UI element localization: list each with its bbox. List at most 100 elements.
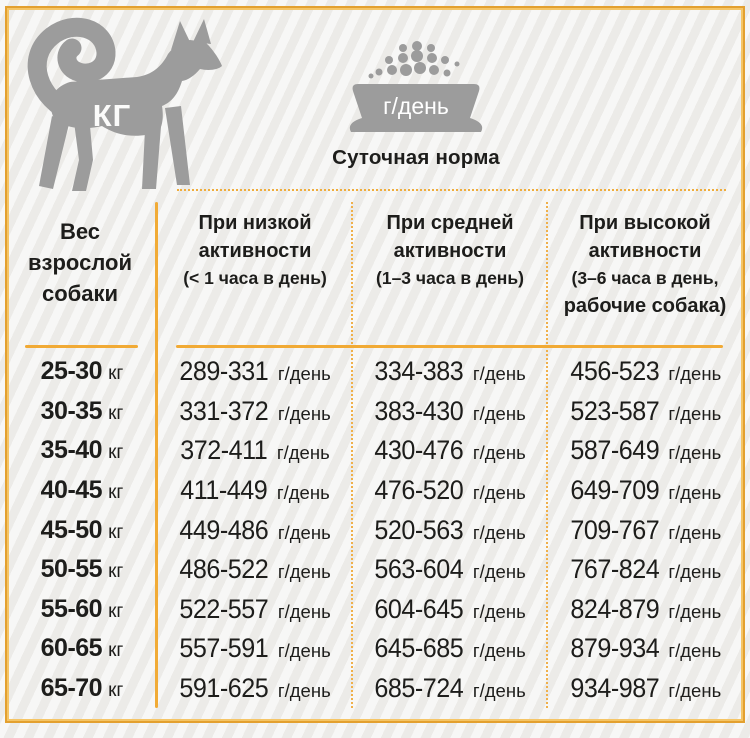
- grams-range: 411-449: [180, 474, 269, 505]
- header-line: (< 1 часа в день): [183, 268, 327, 288]
- grams-range: 645-685: [374, 633, 464, 664]
- grams-range: 372-411: [180, 435, 269, 466]
- weight-unit: кг: [108, 600, 124, 622]
- grams-unit: г/день: [277, 600, 331, 622]
- low-activity-cell: 411-449 г/день: [156, 475, 351, 506]
- header-line: взрослой: [28, 250, 132, 275]
- weight-cell: 55-60 кг: [8, 595, 156, 624]
- medium-activity-header: При средней активности (1–3 часа в день): [356, 210, 544, 293]
- table-row: 45-50 кг 449-486 г/день 520-563 г/день 709-767…: [8, 510, 742, 550]
- medium-activity-cell: 563-604 г/день: [351, 554, 546, 585]
- grams-range: 879-934: [570, 633, 660, 664]
- grams-range: 449-486: [179, 514, 269, 545]
- weight-range: 35-40: [40, 436, 103, 465]
- high-activity-cell: 523-587 г/день: [546, 396, 742, 427]
- weight-unit: кг: [108, 640, 124, 662]
- table-row: 40-45 кг 411-449 г/день 476-520 г/день 649-709…: [8, 471, 742, 511]
- high-activity-cell: 767-824 г/день: [546, 554, 742, 585]
- grams-range: 523-587: [570, 395, 660, 426]
- grams-unit: г/день: [277, 402, 331, 424]
- grams-unit: г/день: [668, 679, 722, 701]
- medium-activity-cell: 383-430 г/день: [351, 396, 546, 427]
- medium-activity-cell: 334-383 г/день: [351, 356, 546, 387]
- table-row: 65-70 кг 591-625 г/день 685-724 г/день 934-987…: [8, 669, 742, 709]
- weight-range: 40-45: [40, 475, 103, 504]
- header-line: (3–6 часа в день,: [571, 268, 719, 288]
- weight-cell: 45-50 кг: [8, 516, 156, 545]
- header-line: активности: [588, 239, 702, 262]
- grams-unit: г/день: [668, 481, 722, 503]
- grams-unit: г/день: [668, 561, 722, 583]
- weight-cell: 60-65 кг: [8, 634, 156, 663]
- grams-unit: г/день: [472, 640, 526, 662]
- low-activity-cell: 372-411 г/день: [156, 435, 351, 466]
- weight-cell: 65-70 кг: [8, 674, 156, 703]
- grams-range: 476-520: [374, 474, 464, 505]
- grams-unit: г/день: [472, 481, 526, 503]
- bowl-unit-label: г/день: [383, 93, 449, 119]
- weight-unit: кг: [108, 561, 124, 583]
- grams-range: 604-645: [374, 593, 464, 624]
- weight-column-header: Вес взрослой собаки: [10, 216, 150, 309]
- grams-range: 587-649: [570, 435, 660, 466]
- grams-unit: г/день: [668, 363, 722, 385]
- header-line: рабочие собака): [563, 294, 727, 317]
- high-activity-cell: 934-987 г/день: [546, 673, 742, 704]
- weight-unit: кг: [108, 679, 124, 701]
- high-activity-header: При высокой активности (3–6 часа в день, ра…: [551, 210, 739, 320]
- low-activity-cell: 591-625 г/день: [156, 673, 351, 704]
- grams-unit: г/день: [668, 600, 722, 622]
- grams-range: 331-372: [179, 395, 269, 426]
- grams-unit: г/день: [277, 521, 331, 543]
- table-row: 25-30 кг 289-331 г/день 334-383 г/день 456-523…: [8, 352, 742, 392]
- header-line: собаки: [41, 281, 119, 306]
- weight-cell: 35-40 кг: [8, 436, 156, 465]
- grams-range: 709-767: [570, 514, 660, 545]
- grams-range: 557-591: [179, 633, 269, 664]
- grams-unit: г/день: [472, 600, 526, 622]
- grams-range: 649-709: [570, 474, 660, 505]
- low-activity-cell: 486-522 г/день: [156, 554, 351, 585]
- weight-unit: кг: [108, 481, 124, 503]
- grams-unit: г/день: [277, 679, 331, 701]
- grams-range: 522-557: [179, 593, 269, 624]
- grams-unit: г/день: [472, 363, 526, 385]
- header-underline-right: [176, 345, 723, 348]
- low-activity-header: При низкой активности (< 1 часа в день): [161, 210, 349, 293]
- weight-cell: 30-35 кг: [8, 397, 156, 426]
- grams-range: 486-522: [179, 554, 269, 585]
- grams-range: 685-724: [374, 672, 464, 703]
- medium-activity-cell: 604-645 г/день: [351, 594, 546, 625]
- grams-unit: г/день: [472, 442, 526, 464]
- feeding-table-body: 25-30 кг 289-331 г/день 334-383 г/день 456-523…: [8, 352, 742, 708]
- grams-range: 934-987: [570, 672, 660, 703]
- weight-range: 50-55: [40, 555, 103, 584]
- grams-unit: г/день: [277, 561, 331, 583]
- table-row: 35-40 кг 372-411 г/день 430-476 г/день 587-649…: [8, 431, 742, 471]
- grams-unit: г/день: [472, 679, 526, 701]
- grams-unit: г/день: [472, 561, 526, 583]
- header-line: При средней: [386, 212, 514, 234]
- table-row: 50-55 кг 486-522 г/день 563-604 г/день 767-824…: [8, 550, 742, 590]
- weight-unit: кг: [108, 521, 124, 543]
- kg-label: КГ: [93, 98, 132, 133]
- header-line: (1–3 часа в день): [376, 268, 524, 288]
- grams-range: 563-604: [374, 554, 464, 585]
- grams-unit: г/день: [472, 402, 526, 424]
- weight-cell: 25-30 кг: [8, 357, 156, 386]
- weight-unit: кг: [108, 402, 124, 424]
- grams-range: 767-824: [570, 554, 660, 585]
- header-line: Вес: [59, 219, 101, 244]
- grams-unit: г/день: [668, 521, 722, 543]
- grams-range: 456-523: [570, 356, 660, 387]
- low-activity-cell: 449-486 г/день: [156, 515, 351, 546]
- kibble-dots-icon: [368, 41, 460, 79]
- weight-range: 65-70: [40, 673, 103, 702]
- table-row: 55-60 кг 522-557 г/день 604-645 г/день 824-879…: [8, 589, 742, 629]
- low-activity-cell: 331-372 г/день: [156, 396, 351, 427]
- medium-activity-cell: 520-563 г/день: [351, 515, 546, 546]
- low-activity-cell: 522-557 г/день: [156, 594, 351, 625]
- high-activity-cell: 709-767 г/день: [546, 515, 742, 546]
- low-activity-cell: 289-331 г/день: [156, 356, 351, 387]
- grams-unit: г/день: [472, 521, 526, 543]
